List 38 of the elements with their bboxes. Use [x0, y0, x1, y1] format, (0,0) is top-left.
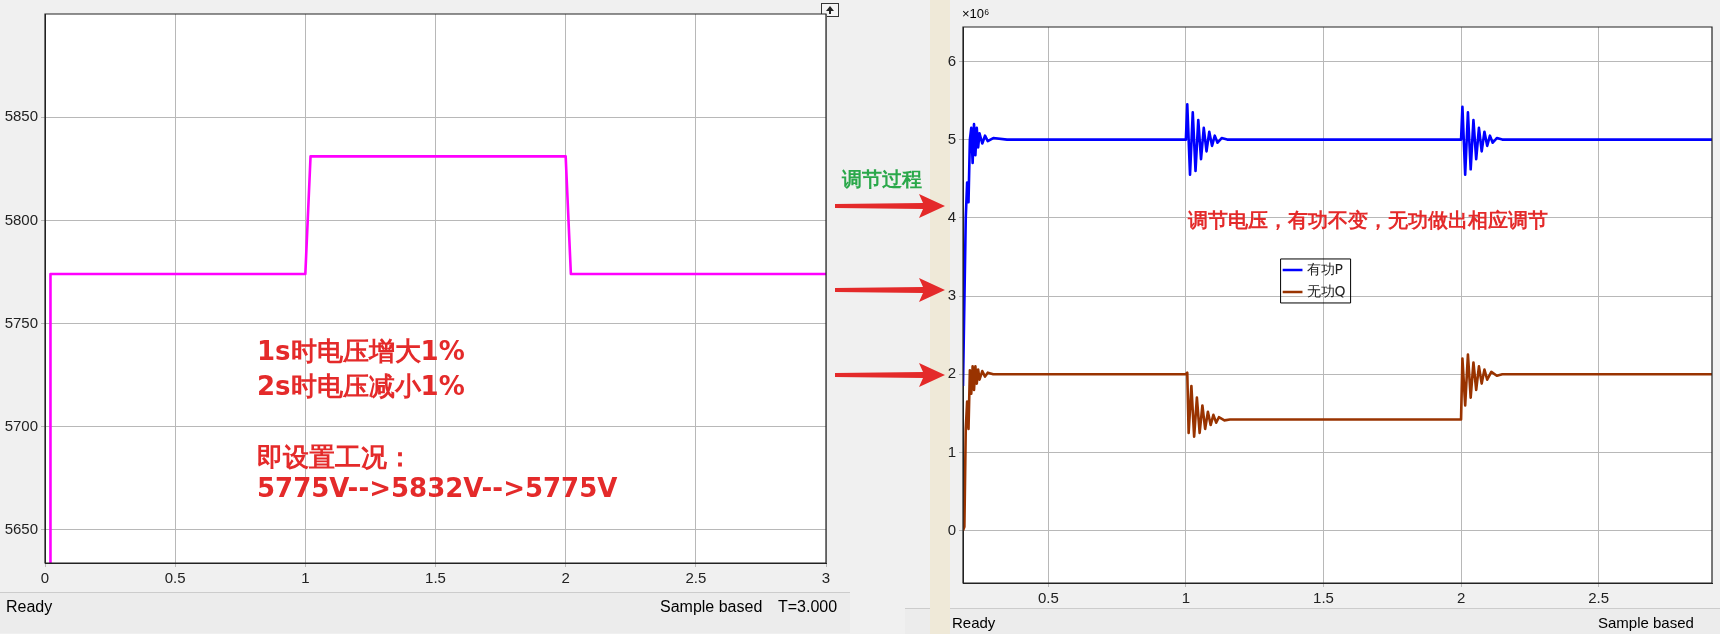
x-tick-label: 2: [561, 569, 570, 587]
y-tick-label: 6: [947, 51, 956, 69]
annotation: 5775V-->5832V-->5775V: [257, 473, 618, 503]
text: Ready: [6, 598, 53, 616]
x-tick-label: 0.5: [164, 569, 186, 587]
annotation: 1s时电压增大1%: [257, 335, 465, 368]
y-tick-label: 5850: [4, 107, 38, 125]
x-tick-label: 2: [1456, 589, 1466, 607]
x-tick-label: 1.5: [425, 569, 446, 587]
y-tick-label: 2: [947, 364, 956, 382]
annotation: 即设置工况：: [257, 442, 413, 472]
y-tick-label: 1: [947, 442, 956, 460]
y-tick-label: 5: [947, 129, 956, 147]
y-tick-label: 5700: [4, 416, 38, 434]
y-tick-label: 0: [947, 520, 956, 538]
x-tick-label: 0.5: [1037, 589, 1059, 607]
x-tick-label: 3: [821, 569, 831, 587]
y-tick-label: 3: [947, 286, 956, 304]
x-tick-label: 1: [1181, 589, 1191, 607]
legend-label: 无功Q: [1306, 282, 1346, 299]
y-tick-label: 4: [947, 207, 956, 225]
x-tick-label: 1: [301, 569, 310, 587]
annotation: 2s时电压减小1%: [257, 370, 465, 403]
y-tick-label: 5650: [4, 520, 38, 538]
text: Ready: [952, 614, 996, 631]
text: Sample based: [1598, 614, 1694, 631]
x-tick-label: 2.5: [1588, 589, 1610, 607]
x-tick-label: 2.5: [685, 569, 707, 587]
text: ×10⁶: [962, 6, 990, 21]
annotation: 调节电压，有功不变，无功做出相应调节: [1188, 207, 1548, 234]
y-tick-label: 5800: [4, 210, 38, 228]
text: Sample based: [660, 598, 763, 616]
text: T=3.000: [778, 598, 838, 616]
x-tick-label: 1.5: [1313, 589, 1334, 607]
x-tick-label: 0: [40, 569, 50, 587]
text: 调节过程: [842, 166, 922, 193]
y-tick-label: 5750: [4, 313, 38, 331]
legend-label: 有功P: [1306, 260, 1344, 277]
